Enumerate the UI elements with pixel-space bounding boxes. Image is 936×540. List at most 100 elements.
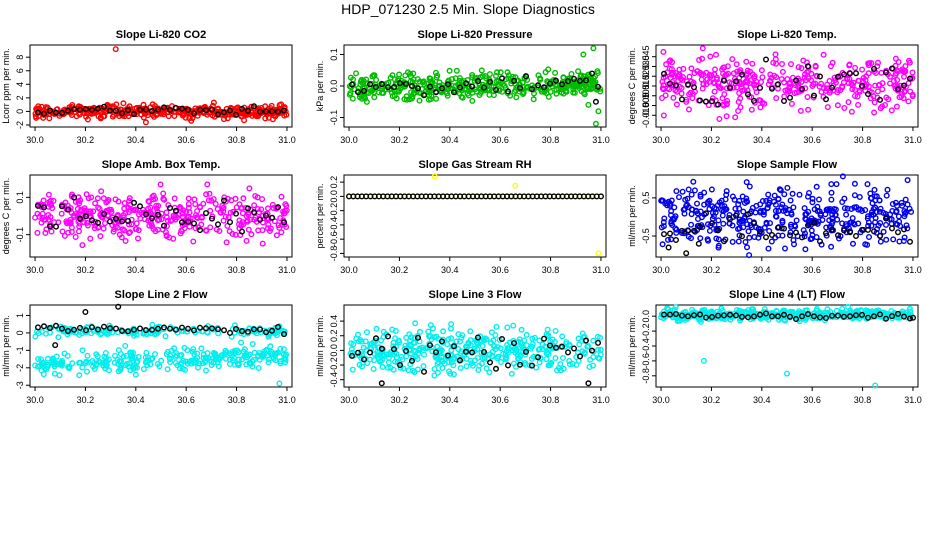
data-point — [415, 334, 422, 341]
data-point — [877, 238, 884, 245]
data-point — [883, 221, 890, 228]
data-point — [793, 77, 800, 84]
data-point — [713, 51, 720, 58]
data-point — [875, 82, 882, 89]
data-point — [147, 361, 154, 368]
data-point — [269, 327, 276, 334]
data-point — [121, 205, 128, 212]
data-point — [544, 349, 551, 356]
data-point — [167, 359, 174, 366]
data-point — [263, 212, 270, 219]
data-point — [851, 180, 858, 187]
x-tick-label: 30.0 — [652, 135, 670, 145]
x-tick-label: 30.8 — [542, 395, 560, 405]
data-point — [163, 223, 170, 230]
data-point — [839, 220, 846, 227]
y-axis-label: ml/min per min. — [1, 315, 11, 377]
data-point — [47, 329, 54, 336]
data-point — [907, 238, 914, 245]
data-point — [55, 334, 62, 341]
y-tick-label: -0.5 — [641, 228, 651, 244]
data-point — [758, 67, 765, 74]
data-point — [746, 252, 753, 259]
data-point — [244, 205, 251, 212]
data-point — [563, 341, 570, 348]
data-point — [403, 96, 410, 103]
data-point — [709, 209, 716, 216]
data-point — [121, 200, 128, 207]
data-point — [800, 227, 807, 234]
data-point — [771, 72, 778, 79]
data-point — [811, 309, 818, 316]
data-point — [516, 88, 523, 95]
data-point — [790, 204, 797, 211]
data-point — [877, 232, 884, 239]
data-point — [451, 89, 458, 96]
data-point — [811, 313, 818, 320]
data-point — [47, 223, 54, 230]
data-point — [232, 231, 239, 238]
data-point — [688, 191, 695, 198]
data-point — [797, 107, 804, 114]
y-axis-label: degrees C per min. — [1, 178, 11, 255]
data-point — [407, 70, 414, 77]
data-point — [188, 357, 195, 364]
data-point — [688, 65, 695, 72]
data-point — [570, 89, 577, 96]
data-point — [277, 345, 284, 352]
data-point — [745, 314, 752, 321]
data-point — [170, 235, 177, 242]
data-point — [271, 218, 278, 225]
data-point — [259, 212, 266, 219]
data-point — [254, 205, 261, 212]
data-point — [450, 371, 457, 378]
data-point — [512, 182, 519, 189]
data-point — [570, 86, 577, 93]
data-point — [235, 349, 242, 356]
data-point — [769, 85, 776, 92]
data-point — [402, 72, 409, 79]
data-point — [420, 363, 427, 370]
data-point — [751, 97, 758, 104]
data-point — [666, 86, 673, 93]
data-point — [871, 109, 878, 116]
data-point — [589, 78, 596, 85]
data-point — [178, 219, 185, 226]
data-point — [854, 93, 861, 100]
data-point — [238, 228, 245, 235]
data-point — [743, 58, 750, 65]
data-point — [487, 78, 494, 85]
data-point — [663, 61, 670, 68]
data-point — [505, 362, 512, 369]
data-point — [236, 217, 243, 224]
data-point — [190, 220, 197, 227]
data-point — [510, 322, 517, 329]
x-tick-label: 30.6 — [803, 265, 821, 275]
data-point — [246, 185, 253, 192]
data-point — [791, 222, 798, 229]
data-point — [723, 113, 730, 120]
data-point — [116, 231, 123, 238]
data-point — [481, 84, 488, 91]
data-point — [156, 363, 163, 370]
data-point — [553, 344, 560, 351]
data-point — [448, 335, 455, 342]
data-point — [817, 73, 824, 80]
data-point — [263, 329, 270, 336]
x-tick-label: 30.4 — [441, 265, 459, 275]
data-point — [150, 196, 157, 203]
data-point — [109, 214, 116, 221]
data-point — [355, 338, 362, 345]
data-point — [123, 352, 130, 359]
data-point — [112, 196, 119, 203]
data-point — [852, 92, 859, 99]
panel-title: Slope Li-820 Pressure — [418, 29, 533, 41]
data-point — [222, 347, 229, 354]
data-point — [785, 88, 792, 95]
data-point — [828, 196, 835, 203]
data-point — [73, 113, 80, 120]
data-point — [105, 367, 112, 374]
data-point — [82, 106, 89, 113]
data-point — [203, 227, 210, 234]
data-point — [88, 324, 95, 331]
